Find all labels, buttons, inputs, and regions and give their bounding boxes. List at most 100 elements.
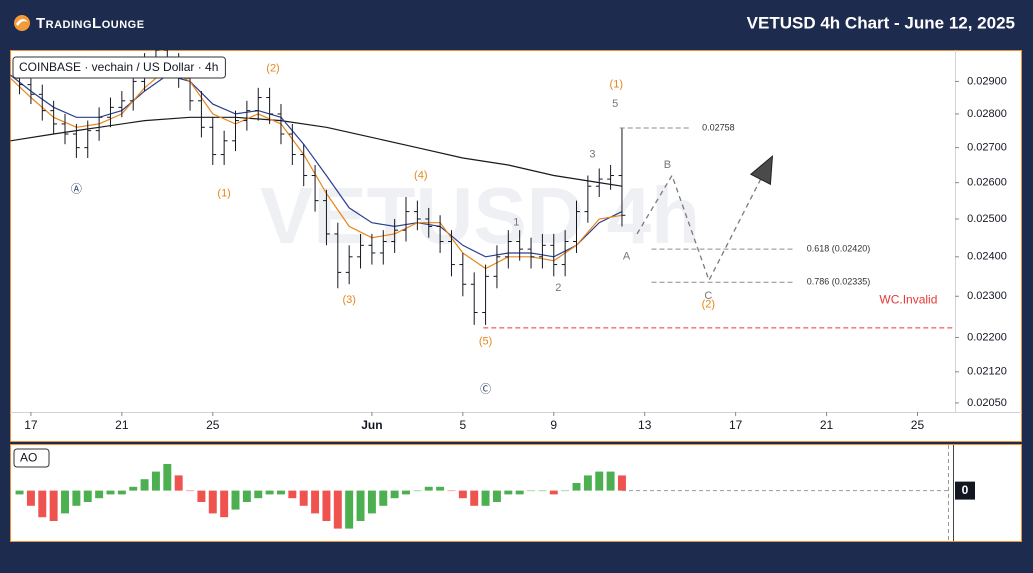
ao-bar: [572, 483, 581, 491]
x-tick-label: Jun: [361, 418, 382, 432]
wave-label: WC.Invalid: [879, 292, 937, 306]
ao-bar: [367, 490, 376, 514]
wave-label: (1): [217, 187, 230, 199]
ao-bar: [458, 490, 467, 499]
wave-label: (4): [414, 169, 427, 181]
ao-bar: [265, 490, 274, 495]
ao-bar: [617, 475, 626, 491]
overlay-layer: 0.02758 0.618 (0.02420) 0.786 (0.02335) Ⓐ (1…: [71, 63, 955, 395]
y-tick-label: 0.02400: [967, 251, 1007, 263]
ao-tick-label: 0: [962, 483, 969, 497]
y-tick-label: 0.02600: [967, 177, 1007, 189]
ao-bar: [231, 490, 240, 510]
x-tick-label: 17: [729, 418, 743, 432]
x-tick-label: 25: [911, 418, 925, 432]
level-label: 0.618 (0.02420): [807, 244, 871, 254]
wave-label: (1): [610, 79, 623, 91]
ao-bar: [470, 490, 479, 506]
x-tick-label: 21: [820, 418, 834, 432]
wave-label: (2): [702, 298, 715, 310]
ao-bar: [356, 490, 365, 521]
level-label: 0.786 (0.02335): [807, 277, 871, 287]
x-tick-label: 9: [550, 418, 557, 432]
ao-bar: [424, 486, 433, 491]
level-label: 0.02758: [702, 122, 735, 132]
wave-label: 3: [589, 148, 595, 160]
y-tick-label: 0.02900: [967, 75, 1007, 87]
ao-bar: [106, 490, 115, 495]
symbol-label: COINBASE · vechain / US Dollar · 4h: [19, 60, 218, 74]
ao-bar: [26, 490, 35, 506]
ao-bar: [140, 479, 149, 491]
ao-bar: [254, 490, 263, 499]
x-tick-label: 5: [459, 418, 466, 432]
ao-bar: [117, 490, 126, 495]
wave-label: Ⓐ: [71, 183, 82, 196]
ao-bar: [527, 490, 536, 492]
wave-label: Ⓒ: [480, 382, 491, 395]
x-tick-label: 17: [24, 418, 38, 432]
ao-bar: [163, 464, 172, 491]
ao-bar: [492, 490, 501, 502]
ao-bar: [402, 490, 410, 495]
ao-bar: [276, 490, 285, 495]
logo: [14, 15, 30, 31]
main-panel: [10, 50, 1022, 442]
wave-label: (2): [266, 63, 279, 75]
ao-bar: [322, 490, 331, 521]
y-tick-label: 0.02300: [967, 290, 1007, 302]
ao-bar: [447, 490, 456, 492]
y-tick-label: 0.02120: [967, 366, 1007, 378]
ao-bar: [583, 475, 592, 491]
ao-bar: [595, 471, 604, 491]
projection-path: [636, 161, 771, 282]
ao-bar: [95, 490, 104, 499]
ao-bar: [413, 490, 422, 492]
ao-label: AO: [20, 451, 37, 465]
ao-bar: [481, 490, 490, 506]
ao-bar: [151, 471, 160, 491]
projection-arrowhead: [749, 154, 774, 186]
ao-bar: [61, 490, 69, 514]
ao-bar: [288, 490, 297, 499]
ao-bar: [333, 490, 342, 529]
wave-label: 1: [513, 217, 519, 229]
wave-label: B: [664, 159, 671, 171]
wave-label: (3): [342, 294, 355, 306]
ao-bar: [538, 490, 547, 492]
wave-label: C: [704, 290, 712, 302]
ao-bar: [436, 486, 445, 491]
y-tick-label: 0.02500: [967, 213, 1007, 225]
plot-area: [10, 50, 626, 325]
ao-bar: [390, 490, 399, 499]
wave-label: 2: [555, 282, 561, 294]
ao-bar: [311, 490, 320, 514]
x-tick-label: 25: [206, 418, 220, 432]
ao-bar: [15, 490, 24, 495]
wave-label: 5: [612, 98, 618, 110]
ao-bar: [208, 490, 217, 514]
symbol-box: [12, 56, 226, 79]
y-tick-label: 0.02800: [967, 108, 1007, 120]
ao-bar: [299, 490, 308, 506]
ao-bar: [561, 490, 570, 492]
ao-bar: [606, 471, 615, 491]
ao-bar: [379, 490, 388, 506]
moving-average: [10, 116, 623, 187]
ao-bar: [38, 490, 47, 518]
ao-tick-box: [955, 481, 975, 500]
ao-bar: [49, 490, 58, 521]
brand: TradingLounge: [36, 15, 145, 32]
ao-bar: [504, 490, 513, 495]
x-tick-label: 21: [115, 418, 129, 432]
ao-label-box: [13, 448, 50, 468]
ao-bar: [242, 490, 251, 502]
x-tick-label: 13: [638, 418, 652, 432]
y-tick-label: 0.02700: [967, 142, 1007, 154]
ao-bar: [129, 486, 138, 491]
ao-bar: [220, 490, 229, 518]
y-tick-label: 0.02050: [967, 397, 1007, 409]
ao-bar: [174, 475, 183, 491]
